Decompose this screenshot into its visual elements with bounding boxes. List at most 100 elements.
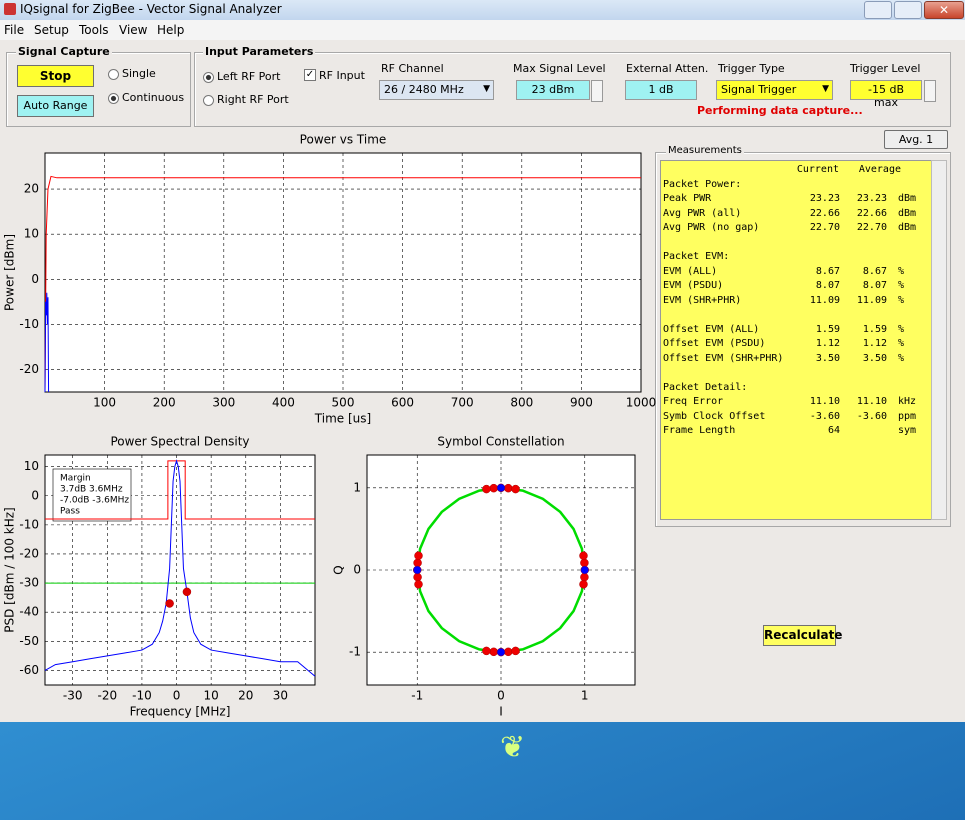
measurement-text: 23.23 xyxy=(809,193,840,204)
y-tick-label: -1 xyxy=(349,645,361,659)
measurement-text: 22.66 xyxy=(856,207,887,219)
maximize-button[interactable] xyxy=(894,1,922,19)
x-tick-label: 600 xyxy=(391,396,414,410)
field-label: Max Signal Level xyxy=(513,62,606,75)
measurement-text: Offset EVM (PSDU) xyxy=(663,338,766,349)
chart: -60 -50 -40 -30 -20 -10 0 10 -30 -20 -10 0 10 20 30 Pow… xyxy=(3,435,316,719)
data-point xyxy=(413,565,422,575)
auto-range-button[interactable]: Auto Range xyxy=(17,95,94,117)
measurement-text: 8.67 xyxy=(815,265,840,277)
recalculate-button[interactable]: Recalculate xyxy=(763,625,842,646)
data-point xyxy=(580,558,589,568)
menu-item[interactable]: Help xyxy=(157,23,185,37)
data-point xyxy=(580,572,589,582)
measurement-text: % xyxy=(898,338,905,349)
checkbox[interactable]: ✓ xyxy=(304,69,316,81)
status-text: Performing data capture... xyxy=(697,104,863,117)
measurement-text: % xyxy=(898,280,905,291)
measurement-text: 22.66 xyxy=(809,207,840,219)
y-tick-label: -10 xyxy=(19,517,39,531)
data-point xyxy=(482,646,491,656)
data-point xyxy=(413,572,422,582)
menu-item[interactable]: File xyxy=(4,23,25,37)
chart-title: Power vs Time xyxy=(300,133,387,147)
y-tick-label: -50 xyxy=(19,634,39,648)
x-tick-label: 1000 xyxy=(626,396,657,410)
measurement-text: 1.59 xyxy=(862,323,887,335)
radio-button[interactable] xyxy=(203,72,214,83)
measurement-text: Avg PWR (all) xyxy=(663,207,742,219)
x-tick-label: 100 xyxy=(93,396,116,410)
scrollbar[interactable] xyxy=(931,160,947,520)
y-tick-label: -20 xyxy=(19,546,39,560)
annotation: 3.7dB 3.6MHz xyxy=(60,485,123,495)
measurements-list: Current Average Packet Power: Peak PWR 23.23… xyxy=(660,160,932,520)
x-tick-label: 400 xyxy=(272,396,295,410)
avg-button[interactable]: Avg. 1 xyxy=(884,130,948,149)
measurement-text: Average xyxy=(858,164,901,175)
data-point xyxy=(413,558,422,568)
x-tick-label: 200 xyxy=(153,396,176,410)
y-tick-label: 10 xyxy=(24,459,39,473)
annotation: Margin xyxy=(60,474,91,484)
data-point xyxy=(496,483,506,493)
minimize-button[interactable] xyxy=(864,1,892,19)
external-atten-input[interactable]: 1 dB xyxy=(625,80,697,100)
y-axis-label: Q xyxy=(332,565,346,574)
trigger-type-dropdown[interactable]: Signal Trigger ▼ xyxy=(716,80,833,100)
x-tick-label: 0 xyxy=(497,689,505,703)
measurement-text: Peak PWR xyxy=(663,193,712,204)
field-label: RF Channel xyxy=(381,62,444,75)
data-point xyxy=(489,647,498,657)
data-point xyxy=(504,647,513,657)
data-point xyxy=(496,647,506,657)
data-point xyxy=(511,646,520,656)
rf-channel-dropdown[interactable]: 26 / 2480 MHz ▼ xyxy=(379,80,494,100)
x-tick-label: 300 xyxy=(212,396,235,410)
menu-item[interactable]: View xyxy=(119,23,148,37)
measurement-text: Current xyxy=(796,164,839,175)
radio-button[interactable] xyxy=(108,93,119,104)
radio-label: Single xyxy=(122,67,156,80)
y-tick-label: -60 xyxy=(19,663,39,677)
spinner[interactable] xyxy=(924,80,936,102)
stop-button[interactable]: Stop xyxy=(17,65,94,87)
data-point xyxy=(414,551,423,560)
data-point xyxy=(414,580,423,589)
max-signal-input[interactable]: 23 dBm xyxy=(516,80,590,100)
x-tick-label: 0 xyxy=(173,689,181,703)
measurement-text: sym xyxy=(898,425,917,436)
chart: -20 -10 0 10 20 100 200 300 400 500 600 700 800 900 10… xyxy=(3,133,657,426)
data-point xyxy=(579,580,588,589)
measurement-text: EVM (PSDU) xyxy=(663,280,724,291)
window-title: IQsignal for ZigBee - Vector Signal Anal… xyxy=(20,2,282,16)
menu-item[interactable]: Setup xyxy=(34,23,69,37)
y-tick-label: -40 xyxy=(19,605,39,619)
close-button[interactable]: ✕ xyxy=(924,1,964,19)
measurement-text: dBm xyxy=(898,193,917,204)
desktop-logo: ❦ xyxy=(500,730,526,765)
x-axis-label: Time [us] xyxy=(314,412,371,426)
data-line xyxy=(44,459,316,677)
trigger-level-input[interactable]: -15 dB max xyxy=(850,80,922,109)
measurement-text: 8.07 xyxy=(815,280,840,291)
radio-button[interactable] xyxy=(108,69,119,80)
measurement-text: -3.60 xyxy=(856,410,887,422)
spinner[interactable] xyxy=(591,80,603,102)
measurement-text: % xyxy=(898,323,905,335)
y-tick-label: -10 xyxy=(19,317,39,331)
menu-item[interactable]: Tools xyxy=(79,23,109,37)
measurement-text: Offset EVM (ALL) xyxy=(663,323,760,335)
measurement-text: 64 xyxy=(827,425,840,436)
dropdown-value: Signal Trigger xyxy=(721,83,797,96)
checkbox-label: RF Input xyxy=(319,69,365,82)
radio-button[interactable] xyxy=(203,95,214,106)
app-window: IQsignal for ZigBee - Vector Signal Anal… xyxy=(0,0,965,722)
annotation-box xyxy=(52,468,132,522)
x-tick-label: -20 xyxy=(98,689,118,703)
measurement-text: Offset EVM (SHR+PHR) xyxy=(663,352,784,364)
x-tick-label: 700 xyxy=(451,396,474,410)
panel-title: Input Parameters xyxy=(203,45,316,58)
